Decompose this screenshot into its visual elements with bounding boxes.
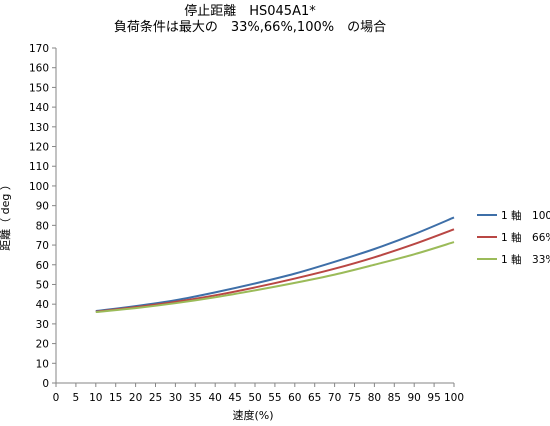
- axes: [55, 48, 454, 384]
- x-tick-label: 100: [444, 392, 464, 404]
- series-line-1: [95, 216, 455, 313]
- y-tick-label: 90: [36, 201, 49, 213]
- x-tick-label: 90: [408, 392, 421, 404]
- x-tick-label: 75: [348, 392, 361, 404]
- y-tick-label: 50: [36, 279, 49, 291]
- x-tick-label: 70: [328, 392, 341, 404]
- y-tick-label: 20: [36, 339, 49, 351]
- chart-title-line1: 停止距離 HS045A1*: [184, 3, 316, 19]
- y-tick-label: 130: [29, 122, 49, 134]
- x-axis-label: 速度(%): [232, 408, 273, 422]
- x-tick-label: 50: [248, 392, 261, 404]
- x-tick-label: 95: [427, 392, 440, 404]
- x-tick-label: 80: [368, 392, 381, 404]
- series-lines: [95, 216, 455, 314]
- x-tick-label: 20: [129, 392, 142, 404]
- legend-label-1: 1 軸 100%: [501, 209, 550, 222]
- x-tick-label: 10: [89, 392, 102, 404]
- y-tick-label: 140: [29, 102, 49, 114]
- x-tick-label: 0: [53, 392, 60, 404]
- y-tick-label: 150: [29, 82, 49, 94]
- y-tick-label: 170: [29, 43, 49, 55]
- x-tick-label: 25: [149, 392, 162, 404]
- y-tick-label: 10: [36, 358, 49, 370]
- x-tick-label: 15: [109, 392, 122, 404]
- legend-label-3: 1 軸 33%: [501, 253, 550, 266]
- legend: 1 軸 100% 1 軸 66% 1 軸 33%: [477, 209, 550, 266]
- y-tick-label: 60: [36, 260, 49, 272]
- x-tick-label: 5: [73, 392, 80, 404]
- y-axis-label: 距離（ deg ）: [0, 179, 12, 251]
- chart-title-line2: 負荷条件は最大の 33%,66%,100% の場合: [114, 19, 386, 35]
- x-tick-label: 30: [169, 392, 182, 404]
- y-tick-label: 40: [36, 299, 49, 311]
- y-tick-label: 120: [29, 142, 49, 154]
- x-tick-label: 65: [308, 392, 321, 404]
- series-line-3: [95, 241, 455, 314]
- x-tick-label: 35: [189, 392, 202, 404]
- y-tick-label: 100: [29, 181, 49, 193]
- y-tick-label: 70: [36, 240, 49, 252]
- legend-label-2: 1 軸 66%: [501, 231, 550, 244]
- x-tick-label: 60: [288, 392, 301, 404]
- y-tick-label: 110: [29, 161, 49, 173]
- x-axis-ticks: 0 5 10 15 20 25 30 35 40 45 50 55 60 65 70 75 80 85 90 95 10…: [53, 383, 464, 404]
- x-tick-label: 45: [228, 392, 241, 404]
- series-line-2: [95, 228, 455, 313]
- y-tick-label: 160: [29, 63, 49, 75]
- x-tick-label: 85: [388, 392, 401, 404]
- y-tick-label: 0: [42, 378, 49, 390]
- y-tick-label: 30: [36, 319, 49, 331]
- y-axis-ticks: 0 10 20 30 40 50 60 70 80 90 100 110 120 130 140 150 160…: [29, 43, 56, 390]
- y-tick-label: 80: [36, 220, 49, 232]
- x-tick-label: 55: [268, 392, 281, 404]
- x-tick-label: 40: [209, 392, 222, 404]
